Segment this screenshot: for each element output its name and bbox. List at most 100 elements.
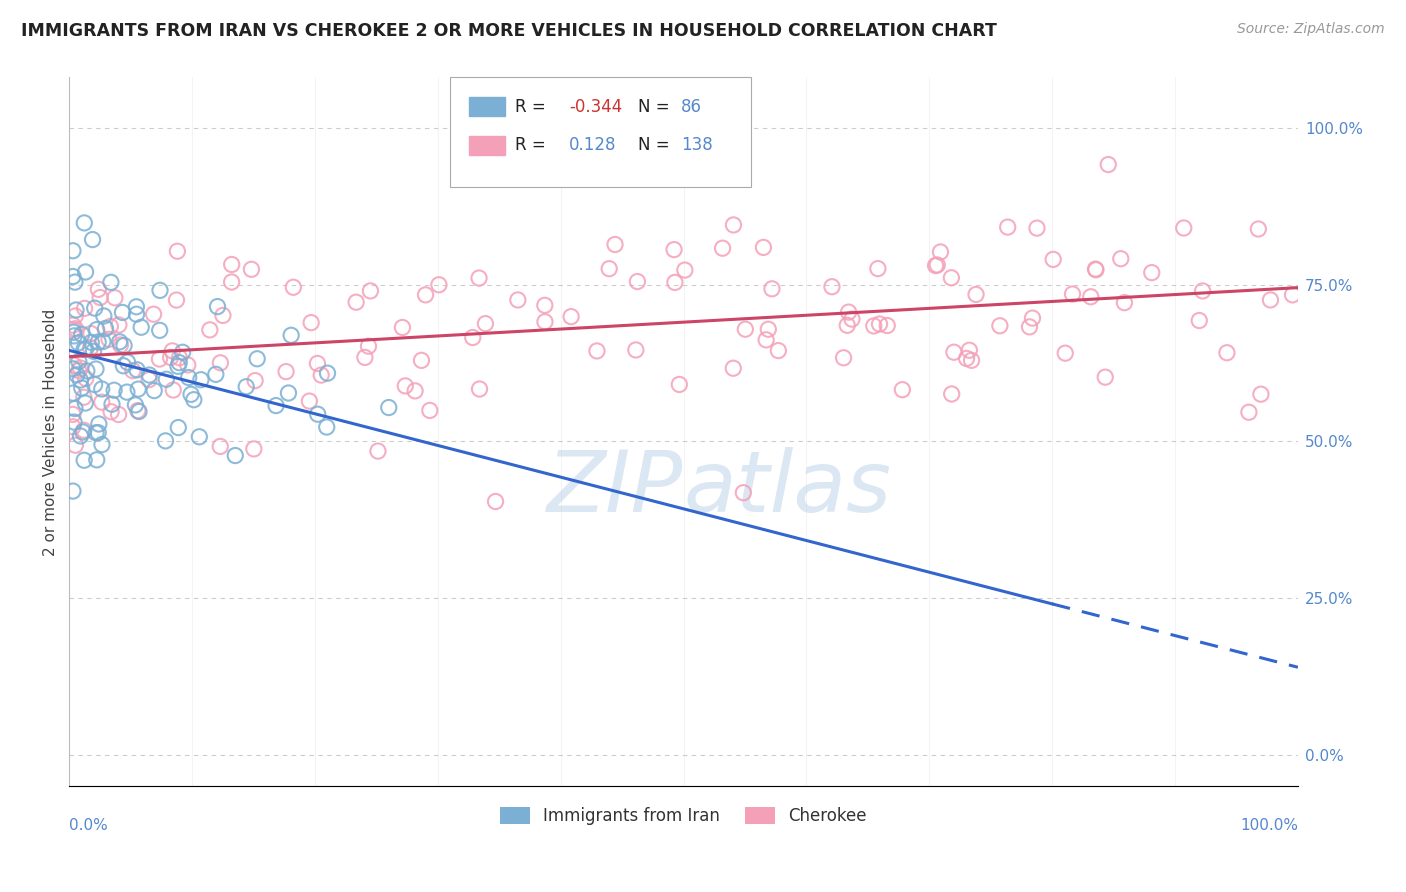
Point: [307, 356, 329, 370]
Point: [1260, 293, 1282, 307]
Point: [1140, 266, 1163, 280]
Point: [155, 372, 177, 386]
Point: [86, 323, 108, 337]
Point: [404, 384, 426, 398]
Text: R =: R =: [515, 136, 546, 153]
Point: [63, 275, 86, 289]
Point: [668, 377, 690, 392]
Point: [955, 351, 977, 366]
Point: [768, 343, 790, 358]
Point: [411, 353, 433, 368]
Point: [533, 298, 555, 312]
Point: [69, 373, 91, 387]
Point: [98, 319, 121, 334]
Point: [169, 351, 191, 365]
Point: [997, 220, 1019, 235]
Point: [307, 407, 329, 421]
Point: [474, 317, 496, 331]
Point: [177, 358, 200, 372]
Point: [87, 282, 110, 296]
Text: 0.128: 0.128: [569, 136, 617, 153]
Point: [988, 318, 1011, 333]
Point: [1188, 313, 1211, 327]
Point: [221, 258, 243, 272]
Point: [832, 351, 855, 365]
Point: [205, 368, 228, 382]
Point: [1109, 252, 1132, 266]
Point: [128, 404, 150, 418]
Point: [66, 368, 89, 382]
Text: R =: R =: [515, 97, 546, 115]
Point: [172, 345, 194, 359]
Point: [90, 395, 112, 409]
Point: [62, 318, 84, 332]
Point: [377, 401, 399, 415]
Point: [240, 262, 263, 277]
Point: [107, 408, 129, 422]
Point: [198, 323, 221, 337]
Point: [316, 366, 339, 380]
Point: [91, 334, 114, 349]
Point: [1247, 222, 1270, 236]
Point: [506, 293, 529, 307]
Point: [63, 359, 86, 373]
Point: [162, 383, 184, 397]
Point: [1054, 346, 1077, 360]
Text: 100.0%: 100.0%: [1240, 818, 1298, 833]
Point: [76, 364, 98, 378]
Point: [94, 321, 117, 335]
Point: [624, 343, 647, 357]
Point: [212, 309, 235, 323]
Point: [209, 439, 232, 453]
Point: [209, 356, 232, 370]
Point: [180, 387, 202, 401]
Text: N =: N =: [638, 97, 669, 115]
Point: [125, 363, 148, 377]
Point: [626, 275, 648, 289]
Point: [110, 338, 132, 352]
Point: [586, 343, 609, 358]
Point: [162, 343, 184, 358]
Point: [876, 318, 898, 333]
Point: [929, 244, 952, 259]
Point: [101, 397, 124, 411]
Point: [1191, 284, 1213, 298]
Point: [837, 318, 859, 333]
Point: [111, 305, 134, 319]
Point: [761, 282, 783, 296]
Point: [755, 333, 778, 347]
Point: [63, 415, 86, 429]
Point: [1042, 252, 1064, 267]
Point: [67, 335, 90, 350]
Point: [155, 434, 177, 448]
Point: [73, 343, 96, 357]
Point: [264, 399, 287, 413]
Text: 0.0%: 0.0%: [69, 818, 108, 833]
Point: [891, 383, 914, 397]
Point: [62, 408, 84, 422]
Point: [125, 300, 148, 314]
Point: [315, 420, 337, 434]
Point: [673, 263, 696, 277]
Point: [75, 343, 97, 357]
Point: [309, 368, 332, 382]
Point: [93, 309, 115, 323]
FancyBboxPatch shape: [450, 78, 751, 187]
Point: [115, 385, 138, 400]
Point: [280, 328, 302, 343]
Point: [177, 370, 200, 384]
Point: [167, 359, 190, 374]
Point: [82, 233, 104, 247]
Point: [560, 310, 582, 324]
Point: [367, 444, 389, 458]
Point: [69, 429, 91, 443]
Point: [148, 352, 170, 367]
Point: [104, 291, 127, 305]
Point: [142, 307, 165, 321]
Text: 138: 138: [681, 136, 713, 153]
Text: ZIP: ZIP: [547, 447, 683, 530]
Point: [734, 322, 756, 336]
Point: [62, 244, 84, 258]
Point: [838, 305, 860, 319]
Text: -0.344: -0.344: [569, 97, 623, 115]
